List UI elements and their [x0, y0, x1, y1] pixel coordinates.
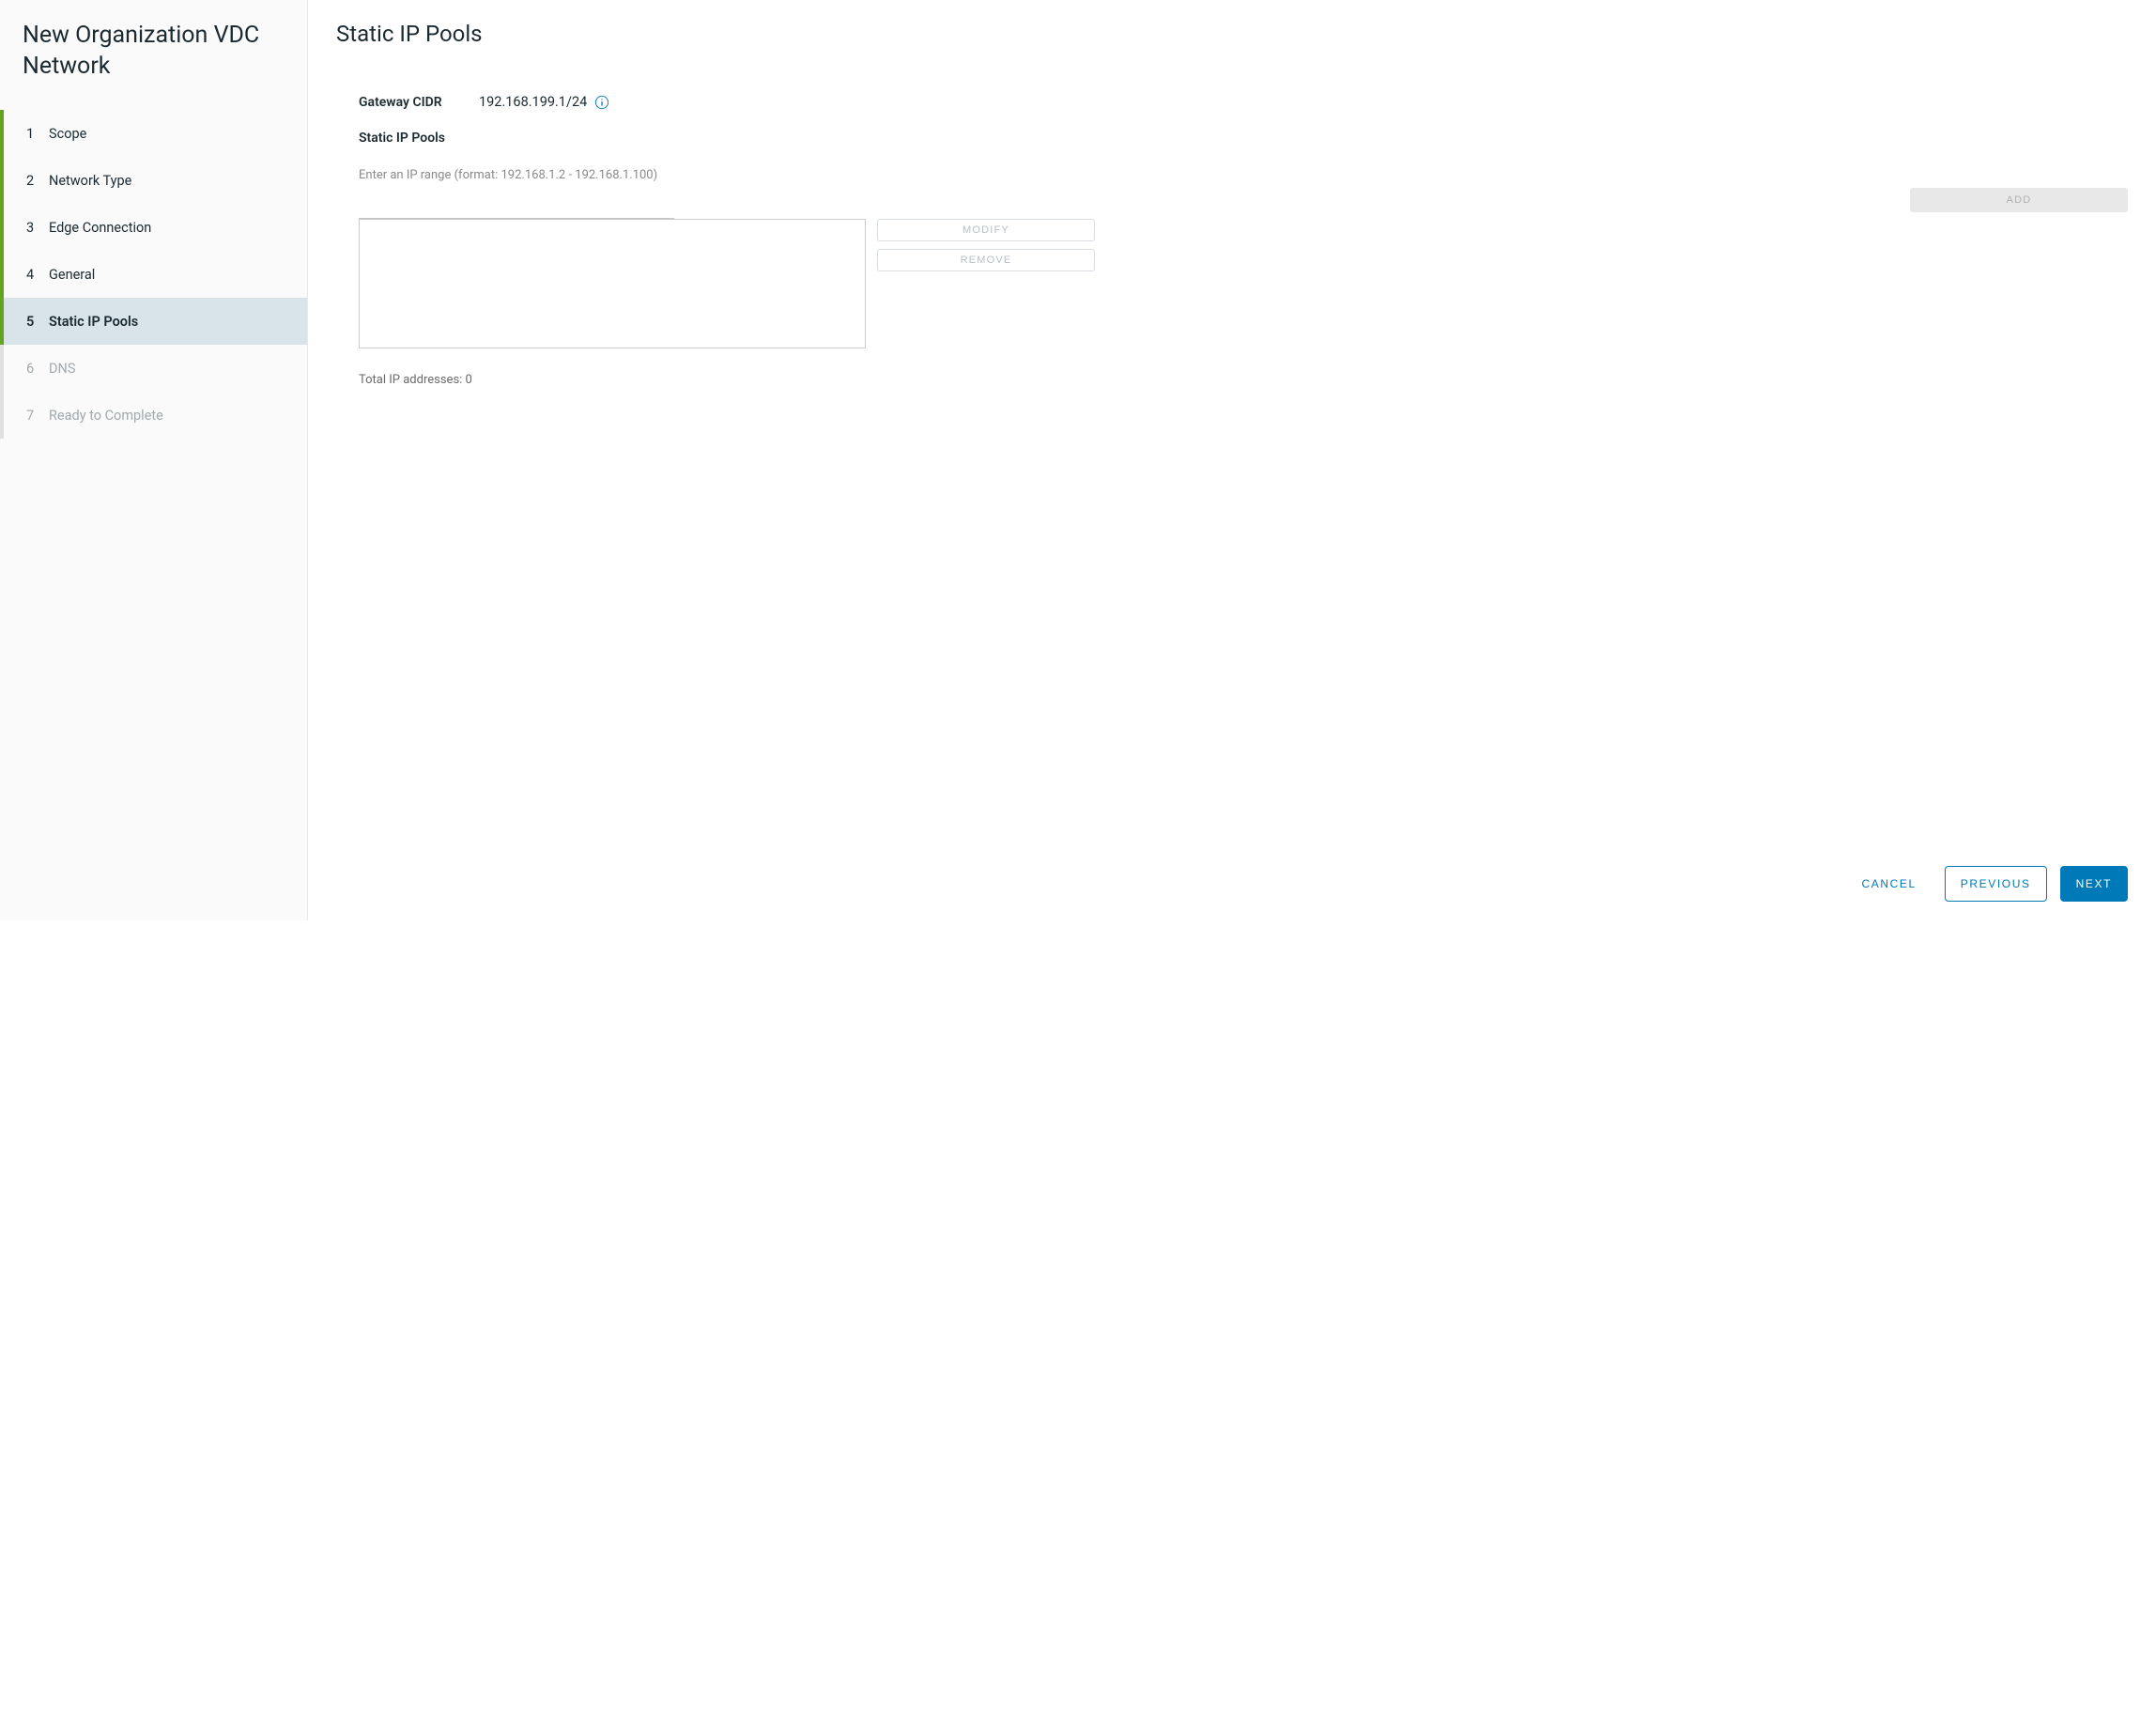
total-ip-addresses: Total IP addresses: 0: [359, 373, 2128, 387]
step-num: 4: [26, 267, 49, 283]
step-ready-to-complete: 7 Ready to Complete: [0, 392, 307, 439]
add-button[interactable]: ADD: [1910, 188, 2128, 212]
ip-range-input[interactable]: [359, 188, 674, 219]
content-area: Gateway CIDR 192.168.199.1/24 Static IP …: [336, 94, 2128, 847]
gateway-cidr-row: Gateway CIDR 192.168.199.1/24: [359, 94, 2128, 110]
previous-button[interactable]: PREVIOUS: [1945, 866, 2047, 902]
step-label: Edge Connection: [49, 220, 288, 236]
step-dns: 6 DNS: [0, 345, 307, 392]
step-label: Network Type: [49, 173, 288, 189]
step-network-type[interactable]: 2 Network Type: [0, 157, 307, 204]
step-scope[interactable]: 1 Scope: [0, 110, 307, 157]
step-num: 1: [26, 126, 49, 142]
step-num: 3: [26, 220, 49, 236]
page-title: Static IP Pools: [336, 21, 2128, 47]
ip-range-hint: Enter an IP range (format: 192.168.1.2 -…: [359, 168, 2128, 182]
wizard-footer: CANCEL PREVIOUS NEXT: [336, 847, 2128, 902]
ip-pool-list[interactable]: [359, 219, 866, 348]
step-num: 2: [26, 173, 49, 189]
step-general[interactable]: 4 General: [0, 251, 307, 298]
wizard-main: Static IP Pools Gateway CIDR 192.168.199…: [308, 0, 2156, 920]
remove-button[interactable]: REMOVE: [877, 249, 1095, 271]
step-label: Scope: [49, 126, 288, 142]
step-label: Static IP Pools: [49, 314, 288, 330]
static-ip-pools-label: Static IP Pools: [359, 131, 2128, 146]
modify-button[interactable]: MODIFY: [877, 219, 1095, 241]
step-num: 5: [26, 314, 49, 330]
gateway-cidr-value: 192.168.199.1/24: [479, 94, 587, 110]
cancel-button[interactable]: CANCEL: [1846, 866, 1931, 902]
step-num: 7: [26, 408, 49, 424]
wizard-sidebar: New Organization VDC Network 1 Scope 2 N…: [0, 0, 308, 920]
next-button[interactable]: NEXT: [2060, 866, 2128, 902]
gateway-cidr-label: Gateway CIDR: [359, 95, 479, 110]
step-num: 6: [26, 361, 49, 377]
step-static-ip-pools[interactable]: 5 Static IP Pools: [0, 298, 307, 345]
ip-input-row: ADD: [359, 188, 2128, 219]
wizard-title: New Organization VDC Network: [0, 21, 307, 110]
pool-actions: MODIFY REMOVE: [877, 219, 1095, 348]
wizard-steps: 1 Scope 2 Network Type 3 Edge Connection…: [0, 110, 307, 439]
step-label: General: [49, 267, 288, 283]
step-label: Ready to Complete: [49, 408, 288, 424]
step-edge-connection[interactable]: 3 Edge Connection: [0, 204, 307, 251]
info-icon[interactable]: [594, 95, 609, 110]
wizard-container: New Organization VDC Network 1 Scope 2 N…: [0, 0, 2156, 920]
step-label: DNS: [49, 361, 288, 377]
pool-area: MODIFY REMOVE: [359, 219, 2128, 348]
